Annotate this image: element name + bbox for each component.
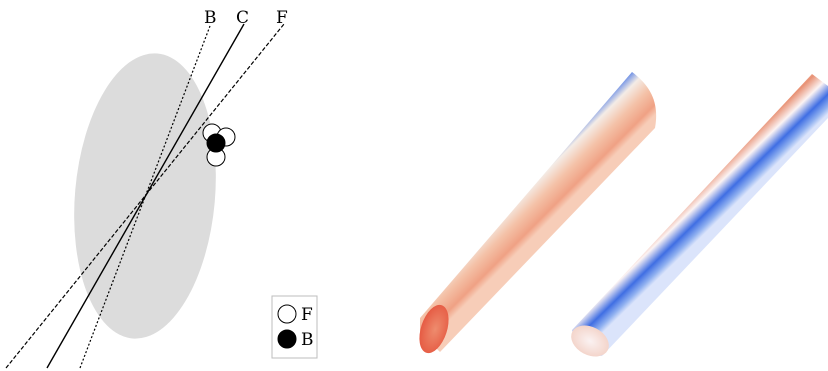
line-f-label: F — [276, 8, 288, 28]
legend-label-b: B — [301, 330, 314, 350]
legend-label-f: F — [301, 305, 313, 325]
tube-left — [419, 72, 657, 354]
tube-right — [571, 74, 828, 357]
tube-right-body — [572, 74, 828, 356]
filled-circle-marker — [206, 133, 226, 153]
line-b — [79, 25, 211, 369]
tube-left-end-cap — [419, 304, 449, 354]
right-panel — [419, 72, 828, 357]
line-c — [46, 23, 245, 369]
tube-left-body — [420, 72, 657, 352]
legend-filled-circle-marker — [277, 329, 297, 349]
tube-right-end-cap — [571, 325, 609, 357]
line-c-label: C — [236, 8, 249, 28]
legend-open-circle-marker — [277, 304, 297, 324]
legend: F B — [271, 295, 318, 359]
line-b-label: B — [204, 8, 217, 28]
line-f — [5, 23, 285, 369]
legend-box — [271, 295, 318, 359]
marker-cluster — [202, 123, 236, 167]
left-panel: B C F F B — [5, 8, 318, 369]
